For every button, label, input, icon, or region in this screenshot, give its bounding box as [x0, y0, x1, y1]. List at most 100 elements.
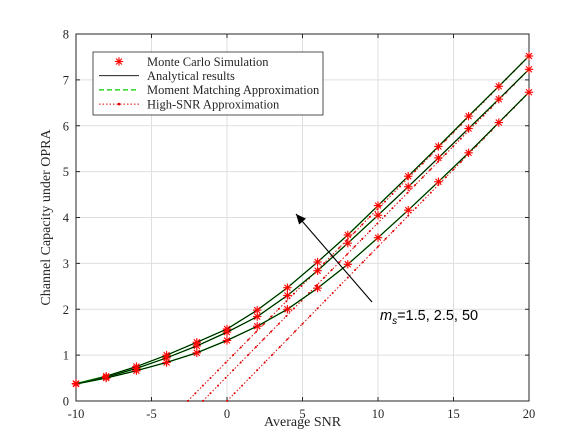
asterisk-stroke: [435, 178, 442, 186]
legend-label: Moment Matching Approximation: [147, 83, 320, 97]
high-snr-point: [414, 184, 417, 187]
high-snr-point: [247, 338, 250, 341]
simulation-point: [253, 305, 262, 315]
high-snr-point: [262, 338, 265, 341]
simulation-point: [434, 142, 443, 151]
asterisk-stroke: [284, 292, 291, 299]
asterisk-stroke: [284, 305, 291, 313]
simulation-point: [434, 177, 443, 186]
simulation-point: [373, 211, 383, 220]
high-snr-point: [201, 400, 204, 402]
x-tick-label: 0: [224, 407, 230, 421]
high-snr-point: [224, 376, 227, 379]
high-snr-point: [309, 315, 312, 318]
y-tick-label: 7: [63, 73, 69, 87]
high-snr-point: [421, 176, 424, 179]
annotation-symbol: m: [380, 308, 392, 324]
high-snr-point: [361, 223, 364, 226]
high-snr-point: [353, 245, 356, 248]
simulation-point: [494, 82, 503, 91]
simulation-point: [464, 124, 473, 133]
asterisk-stroke: [253, 313, 261, 320]
asterisk-stroke: [253, 322, 261, 330]
legend-line-dotted-marker: [117, 102, 121, 106]
asterisk-stroke: [525, 52, 533, 60]
high-snr-point: [361, 238, 364, 241]
simulation-point: [404, 182, 413, 191]
asterisk-stroke: [115, 58, 123, 65]
annotation-subscript: s: [392, 316, 397, 327]
high-snr-point: [232, 369, 235, 372]
asterisk-stroke: [193, 342, 201, 350]
high-snr-point: [300, 285, 303, 288]
annotation: ms=1.5, 2.5, 50: [295, 213, 478, 327]
high-snr-point: [239, 346, 242, 349]
high-snr-point: [452, 145, 455, 148]
asterisk-stroke: [495, 119, 503, 126]
simulation-point: [283, 305, 292, 314]
high-snr-point: [254, 331, 257, 334]
asterisk-stroke: [465, 149, 472, 157]
high-snr-point: [429, 191, 432, 194]
high-snr-line: [202, 68, 530, 402]
asterisk-stroke: [253, 306, 261, 314]
y-tick-label: 6: [63, 119, 69, 133]
high-snr-point: [331, 291, 334, 294]
simulation-point: [434, 153, 443, 163]
high-snr-point: [286, 338, 289, 341]
high-snr-point: [263, 361, 266, 364]
asterisk-stroke: [223, 337, 231, 344]
high-snr-point: [338, 246, 341, 249]
simulation-point: [373, 233, 383, 242]
y-tick-label: 0: [63, 395, 69, 409]
asterisk-stroke: [495, 95, 503, 103]
asterisk-stroke: [525, 88, 533, 96]
high-snr-point: [368, 230, 371, 233]
legend-entry-2: Moment Matching Approximation: [99, 83, 320, 97]
high-snr-point: [376, 222, 379, 225]
simulation-point: [343, 260, 352, 269]
high-snr-point: [301, 322, 304, 325]
simulation-point: [132, 366, 141, 375]
annotation-arrow-head: [296, 214, 306, 225]
annotation-text: ms=1.5, 2.5, 50: [380, 308, 478, 327]
x-tick-label: -5: [146, 407, 156, 421]
high-snr-point: [353, 231, 356, 234]
asterisk-stroke: [193, 349, 201, 357]
simulation-point: [343, 230, 352, 240]
high-snr-point: [354, 268, 357, 271]
high-snr-point: [285, 315, 288, 318]
analytical-line: [75, 91, 530, 385]
simulation-point: [283, 283, 292, 292]
asterisk-stroke: [465, 112, 472, 120]
axes: -10 -5 0 5 10 15 20 0 1 2 3 4 5 6 7 8 Average SNR Channel…: [39, 28, 535, 431]
high-snr-point: [271, 353, 274, 356]
simulation-point: [464, 148, 473, 158]
asterisk-stroke: [344, 239, 352, 247]
legend-entry-0: Monte Carlo Simulation: [114, 55, 269, 69]
legend-marker-asterisk: [114, 57, 124, 66]
simulation-point: [192, 341, 201, 351]
asterisk-stroke: [314, 258, 321, 266]
simulation-point: [222, 327, 232, 337]
legend-entry-1: Analytical results: [99, 69, 235, 83]
analytical-series-0: [75, 55, 530, 385]
asterisk-stroke: [525, 65, 533, 73]
analytical-line: [75, 69, 530, 385]
high-snr-point: [217, 384, 220, 387]
simulation-point: [524, 65, 534, 74]
simulation-point: [313, 283, 322, 293]
high-snr-point: [256, 369, 259, 372]
high-snr-point: [377, 245, 379, 248]
asterisk-stroke: [374, 234, 382, 242]
simulation-point: [253, 322, 262, 331]
asterisk-stroke: [404, 206, 412, 214]
high-snr-point: [209, 392, 212, 395]
high-snr-point: [452, 168, 455, 171]
simulation-point: [494, 94, 503, 104]
high-snr-point: [414, 207, 417, 210]
high-snr-point: [224, 361, 227, 364]
high-snr-point: [407, 214, 410, 217]
high-snr-point: [383, 200, 386, 203]
simulation-point: [253, 312, 262, 321]
